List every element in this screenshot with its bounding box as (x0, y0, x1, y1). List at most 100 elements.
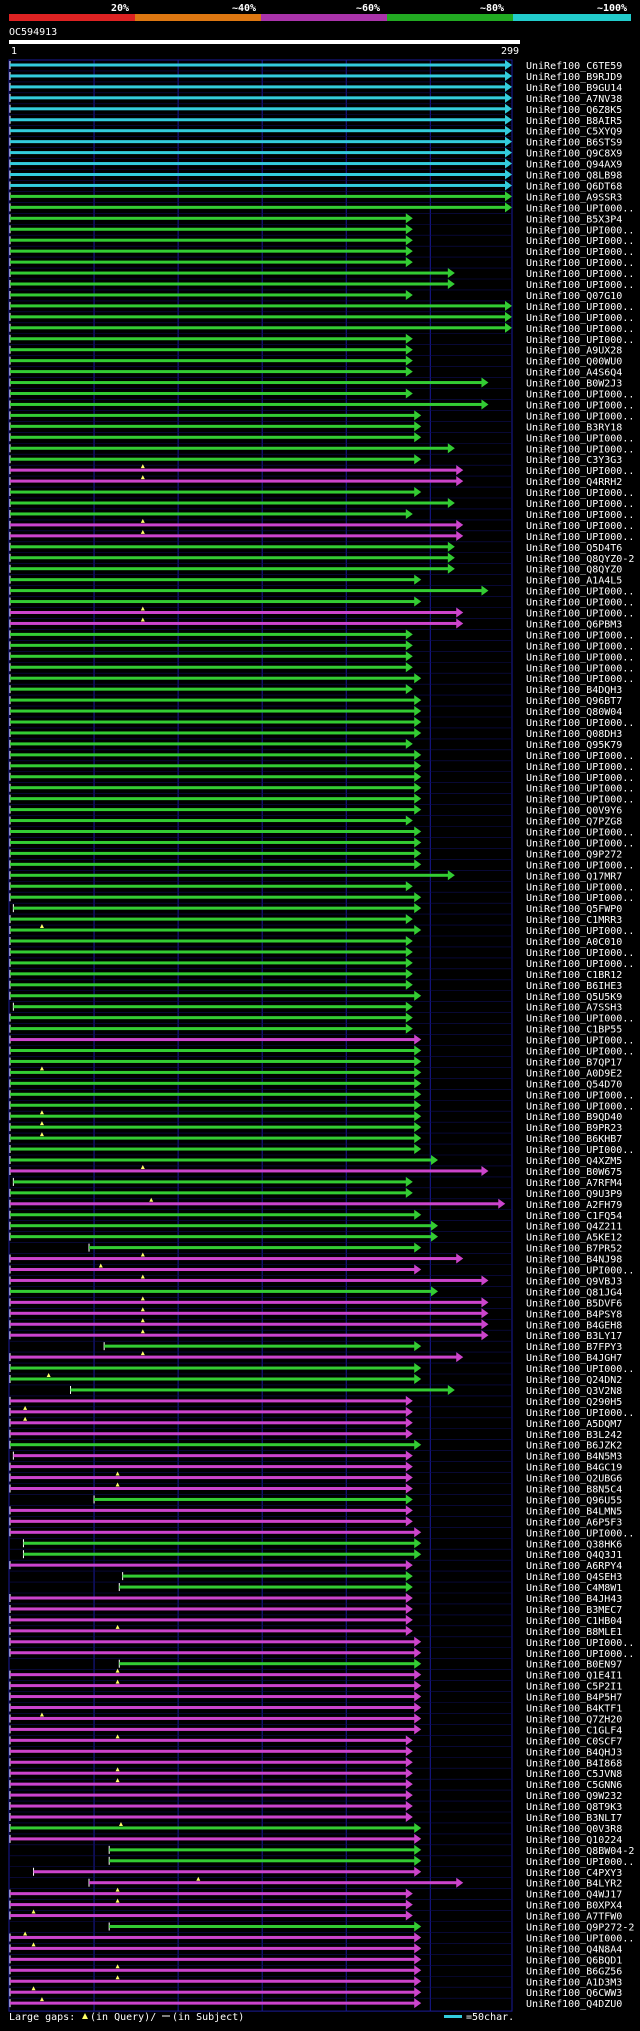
hit-label[interactable]: UniRef100_C1MRR3 (526, 915, 622, 926)
hit-label[interactable]: UniRef100_B7PR52 (526, 1244, 622, 1255)
hit-row[interactable]: UniRef100_UPI000.. (9, 202, 634, 214)
hit-label[interactable]: UniRef100_Q6BQD1 (526, 1955, 622, 1966)
hit-row[interactable]: UniRef100_Q9C8X9 (9, 147, 622, 160)
hit-row[interactable]: UniRef100_B3RY18 (9, 421, 622, 433)
hit-label[interactable]: UniRef100_Q17MR7 (526, 871, 622, 882)
hit-row[interactable]: UniRef100_UPI000.. (9, 859, 634, 871)
hit-row[interactable]: UniRef100_B4QHJ3 (9, 1746, 622, 1758)
hit-label[interactable]: UniRef100_B3NLI7 (526, 1813, 622, 1824)
hit-label[interactable]: UniRef100_C4PXY3 (526, 1868, 622, 1879)
hit-label[interactable]: UniRef100_C4M8W1 (526, 1583, 622, 1594)
hit-label[interactable]: UniRef100_Q6Z8K5 (526, 105, 622, 116)
hit-row[interactable]: UniRef100_UPI000.. (9, 311, 634, 324)
hit-label[interactable]: UniRef100_UPI000.. (526, 1857, 634, 1868)
hit-label[interactable]: UniRef100_Q1E4I1 (526, 1671, 622, 1682)
hit-row[interactable]: UniRef100_Q4Q3J1 (22, 1549, 622, 1561)
hit-label[interactable]: UniRef100_UPI000.. (526, 433, 634, 444)
hit-row[interactable]: UniRef100_Q290H5 (9, 1395, 622, 1408)
hit-row[interactable]: UniRef100_Q6DT68 (9, 180, 622, 192)
hit-row[interactable]: UniRef100_B4DQH3 (9, 684, 622, 696)
hit-row[interactable]: UniRef100_UPI000.. (9, 322, 634, 335)
hit-label[interactable]: UniRef100_UPI000.. (526, 466, 634, 477)
hit-row[interactable]: UniRef100_UPI000.. (9, 826, 634, 839)
hit-row[interactable]: UniRef100_A7RFM4 (12, 1176, 622, 1189)
hit-row[interactable]: UniRef100_Q10224 (9, 1833, 622, 1846)
hit-label[interactable]: UniRef100_Q5D4T6 (526, 543, 622, 554)
hit-row[interactable]: UniRef100_A7NV38 (9, 92, 622, 105)
hit-row[interactable]: UniRef100_A4S6Q4 (9, 366, 622, 379)
hit-label[interactable]: UniRef100_UPI000.. (526, 1101, 634, 1112)
hit-label[interactable]: UniRef100_Q9U3P9 (526, 1189, 622, 1200)
hit-label[interactable]: UniRef100_Q95K79 (526, 740, 622, 751)
hit-row[interactable]: UniRef100_Q3V2N8 (70, 1384, 623, 1397)
hit-row[interactable]: UniRef100_A0D9E2 (9, 1066, 622, 1079)
hit-row[interactable]: UniRef100_B4PSY8 (9, 1307, 622, 1320)
hit-label[interactable]: UniRef100_UPI000.. (526, 411, 634, 422)
hit-label[interactable]: UniRef100_B4LMN5 (526, 1506, 622, 1517)
hit-row[interactable]: UniRef100_Q9P272 (9, 848, 622, 860)
hit-label[interactable]: UniRef100_Q6CWW3 (526, 1988, 622, 1999)
hit-row[interactable]: UniRef100_UPI000.. (9, 333, 634, 346)
hit-label[interactable]: UniRef100_B7QP17 (526, 1057, 622, 1068)
hit-label[interactable]: UniRef100_UPI000.. (526, 784, 634, 795)
hit-row[interactable]: UniRef100_UPI000.. (9, 760, 634, 773)
hit-label[interactable]: UniRef100_Q2UBG6 (526, 1474, 622, 1485)
hit-row[interactable]: UniRef100_A5DQM7 (9, 1416, 622, 1430)
hit-label[interactable]: UniRef100_UPI000.. (526, 1528, 634, 1539)
hit-label[interactable]: UniRef100_B3RY18 (526, 422, 622, 433)
hit-row[interactable]: UniRef100_Q6PBM3 (9, 617, 622, 630)
hit-label[interactable]: UniRef100_C5XYQ9 (526, 127, 622, 138)
hit-row[interactable]: UniRef100_Q94AX9 (9, 158, 622, 171)
hit-row[interactable]: UniRef100_C1MRR3 (9, 914, 622, 926)
hit-label[interactable]: UniRef100_Q8QYZ0 (526, 565, 622, 576)
hit-row[interactable]: UniRef100_B4N5M3 (12, 1450, 622, 1463)
hit-row[interactable]: UniRef100_UPI000.. (108, 1855, 634, 1868)
hit-label[interactable]: UniRef100_Q9P272 (526, 849, 622, 860)
hit-row[interactable]: UniRef100_UPI000.. (9, 487, 634, 499)
hit-label[interactable]: UniRef100_B6IHE3 (526, 981, 622, 992)
hit-label[interactable]: UniRef100_A0D9E2 (526, 1068, 622, 1079)
hit-label[interactable]: UniRef100_B8N5C4 (526, 1485, 622, 1496)
hit-label[interactable]: UniRef100_B5DVF6 (526, 1298, 622, 1309)
hit-label[interactable]: UniRef100_Q10224 (526, 1835, 622, 1846)
hit-label[interactable]: UniRef100_Q8BW04-2 (526, 1846, 634, 1857)
hit-row[interactable]: UniRef100_UPI000.. (9, 388, 634, 401)
hit-label[interactable]: UniRef100_UPI000.. (526, 882, 634, 893)
hit-row[interactable]: UniRef100_A1A4L5 (9, 574, 622, 587)
hit-label[interactable]: UniRef100_UPI000.. (526, 532, 634, 543)
hit-row[interactable]: UniRef100_Q4RRH2 (9, 475, 622, 488)
hit-row[interactable]: UniRef100_A2FH79 (9, 1197, 622, 1211)
hit-row[interactable]: UniRef100_UPI000.. (9, 771, 634, 784)
hit-row[interactable]: UniRef100_Q9U3P9 (9, 1187, 622, 1200)
hit-label[interactable]: UniRef100_UPI000.. (526, 258, 634, 269)
hit-row[interactable]: UniRef100_Q0V9Y6 (9, 804, 622, 817)
hit-label[interactable]: UniRef100_UPI000.. (526, 400, 634, 411)
hit-label[interactable]: UniRef100_A6P5F3 (526, 1517, 622, 1528)
hit-row[interactable]: UniRef100_UPI000.. (9, 673, 634, 685)
hit-label[interactable]: UniRef100_Q24DN2 (526, 1375, 622, 1386)
hit-row[interactable]: UniRef100_Q38HK6 (22, 1538, 622, 1550)
hit-row[interactable]: UniRef100_C4M8W1 (118, 1582, 622, 1594)
hit-row[interactable]: UniRef100_Q4WJ17 (9, 1887, 622, 1901)
hit-label[interactable]: UniRef100_B8MLE1 (526, 1627, 622, 1638)
hit-row[interactable]: UniRef100_C5GNN6 (9, 1778, 622, 1791)
hit-row[interactable]: UniRef100_B7PR52 (88, 1242, 622, 1255)
hit-row[interactable]: UniRef100_B7FPY3 (103, 1341, 622, 1353)
hit-label[interactable]: UniRef100_A1D3M3 (526, 1977, 622, 1988)
hit-label[interactable]: UniRef100_Q9W232 (526, 1791, 622, 1802)
hit-label[interactable]: UniRef100_UPI000.. (526, 521, 634, 532)
hit-label[interactable]: UniRef100_UPI000.. (526, 959, 634, 970)
hit-label[interactable]: UniRef100_UPI000.. (526, 860, 634, 871)
hit-row[interactable]: UniRef100_UPI000.. (9, 1034, 634, 1047)
hit-label[interactable]: UniRef100_Q4WJ17 (526, 1890, 622, 1901)
hit-row[interactable]: UniRef100_Q5U5K9 (9, 990, 622, 1003)
hit-label[interactable]: UniRef100_UPI000.. (526, 1145, 634, 1156)
hit-label[interactable]: UniRef100_Q96BT7 (526, 696, 622, 707)
hit-label[interactable]: UniRef100_UPI000.. (526, 269, 634, 280)
hit-row[interactable]: UniRef100_B9QD40 (9, 1110, 622, 1123)
hit-row[interactable]: UniRef100_B4KTF1 (9, 1702, 622, 1715)
hit-label[interactable]: UniRef100_Q8QYZ0-2 (526, 554, 634, 565)
hit-label[interactable]: UniRef100_A5KE12 (526, 1233, 622, 1244)
hit-row[interactable]: UniRef100_B6JZK2 (9, 1439, 622, 1452)
hit-label[interactable]: UniRef100_B3L242 (526, 1430, 622, 1441)
